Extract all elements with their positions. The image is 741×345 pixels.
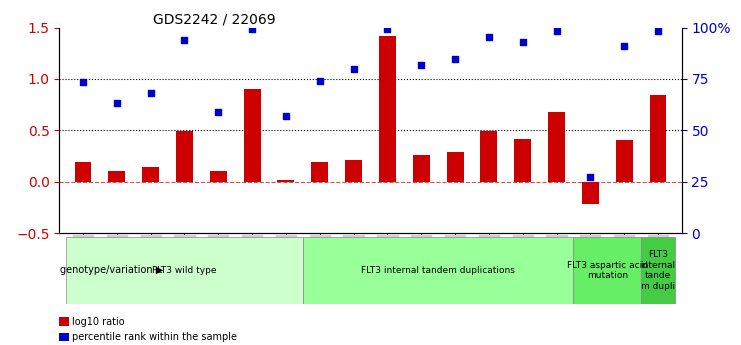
Text: FLT3 wild type: FLT3 wild type — [152, 266, 216, 275]
Point — [551, 28, 562, 33]
Bar — [75, 162, 91, 182]
Point — [246, 26, 258, 31]
Point — [516, 39, 528, 45]
Bar — [650, 96, 666, 182]
Point — [77, 79, 89, 85]
Bar — [176, 131, 193, 182]
Bar — [447, 152, 464, 182]
FancyBboxPatch shape — [641, 237, 675, 304]
Point — [348, 66, 359, 71]
Point — [382, 26, 393, 31]
Text: genotype/variation ▶: genotype/variation ▶ — [60, 266, 163, 275]
Bar — [379, 36, 396, 182]
Bar — [616, 140, 633, 182]
Point — [415, 62, 427, 67]
Bar — [59, 317, 68, 326]
Point — [314, 78, 326, 84]
Bar — [108, 171, 125, 182]
Text: GDS2242 / 22069: GDS2242 / 22069 — [153, 12, 275, 27]
Point — [144, 91, 156, 96]
Point — [618, 43, 630, 49]
Text: FLT3 internal tandem duplications: FLT3 internal tandem duplications — [361, 266, 515, 275]
Point — [179, 37, 190, 43]
Point — [280, 113, 292, 119]
Text: percentile rank within the sample: percentile rank within the sample — [73, 332, 237, 342]
Text: FLT3 aspartic acid
mutation: FLT3 aspartic acid mutation — [567, 261, 648, 280]
FancyBboxPatch shape — [574, 237, 641, 304]
Bar — [514, 139, 531, 182]
Bar — [345, 160, 362, 182]
Point — [483, 34, 495, 40]
Bar — [548, 112, 565, 182]
Text: log10 ratio: log10 ratio — [73, 317, 125, 326]
Point — [585, 174, 597, 179]
Point — [111, 100, 123, 105]
FancyBboxPatch shape — [66, 237, 303, 304]
Bar — [413, 155, 430, 182]
Point — [449, 57, 461, 62]
Bar — [244, 89, 261, 182]
Bar — [210, 171, 227, 182]
Point — [652, 28, 664, 33]
Bar — [59, 333, 68, 341]
Bar — [582, 182, 599, 204]
Bar — [142, 167, 159, 182]
Bar — [311, 162, 328, 182]
Bar — [277, 180, 294, 182]
Bar — [480, 131, 497, 182]
FancyBboxPatch shape — [303, 237, 574, 304]
Text: FLT3
internal
tande
m dupli: FLT3 internal tande m dupli — [640, 250, 676, 290]
Point — [213, 109, 225, 115]
